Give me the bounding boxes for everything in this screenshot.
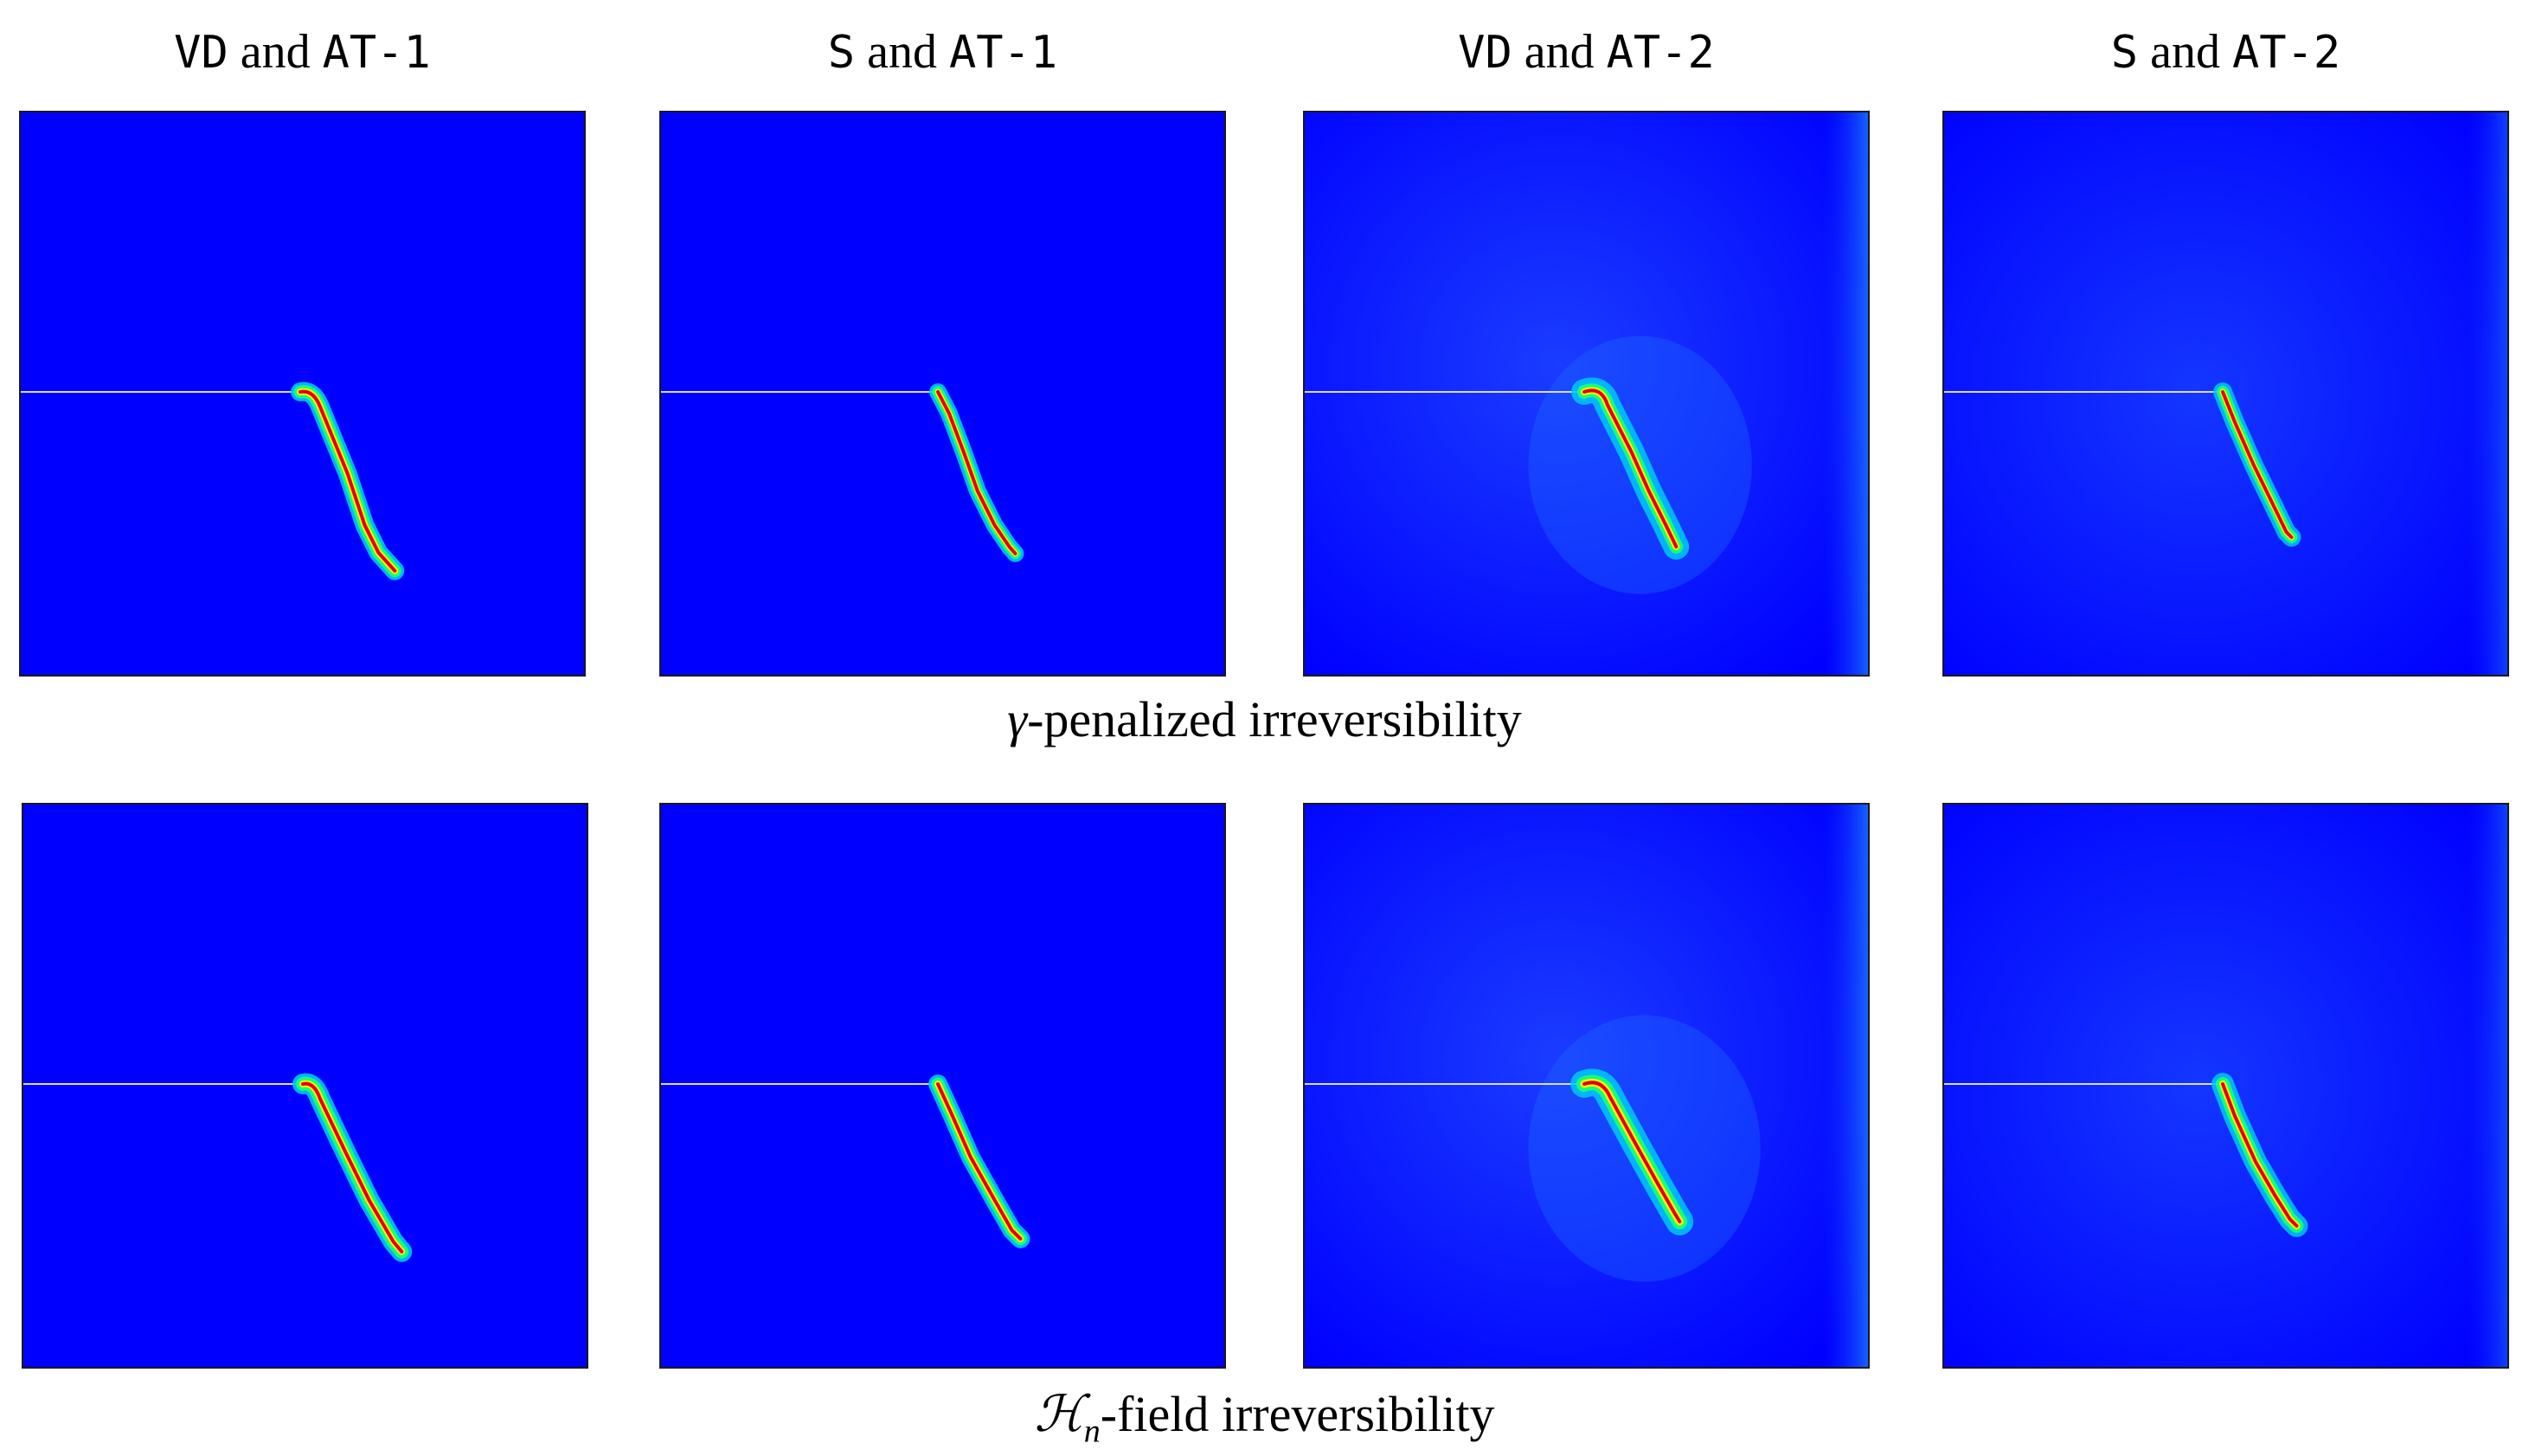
- damage-field-plot: [1305, 112, 1868, 675]
- crack-path: [298, 389, 397, 573]
- panel-row1-col4: [1942, 111, 2509, 677]
- crack-path: [1582, 1081, 1682, 1224]
- panel-row2-col4: [1942, 803, 2509, 1369]
- crack-path: [1582, 388, 1679, 548]
- panel-row1-col2: [659, 111, 1226, 677]
- crack-path: [936, 1082, 1023, 1241]
- column-title-1: VD and AT-1: [174, 25, 431, 79]
- crack-path: [301, 1081, 404, 1254]
- row-caption-hn: ℋn-field irreversibility: [1034, 1386, 1495, 1450]
- damage-field-plot: [1944, 805, 2507, 1367]
- column-title-2: S and AT-1: [827, 25, 1058, 79]
- damage-field-plot: [23, 805, 587, 1367]
- column-title-4: S and AT-2: [2110, 25, 2341, 79]
- panel-row2-col2: [659, 803, 1226, 1369]
- panel-row2-col1: [22, 803, 588, 1369]
- crack-path: [2221, 390, 2294, 539]
- crack-path: [2221, 1082, 2299, 1228]
- damage-field-plot: [1305, 805, 1868, 1367]
- crack-path: [936, 390, 1017, 555]
- damage-field-plot: [21, 112, 584, 675]
- panel-row1-col1: [19, 111, 586, 677]
- damage-field-plot: [1944, 112, 2507, 675]
- damage-field-plot: [661, 112, 1224, 675]
- panel-row1-col3: [1303, 111, 1870, 677]
- damage-field-plot: [661, 805, 1224, 1367]
- panel-row2-col3: [1303, 803, 1870, 1369]
- column-title-3: VD and AT-2: [1458, 25, 1715, 79]
- row-caption-gamma: γ-penalized irreversibility: [1007, 691, 1522, 747]
